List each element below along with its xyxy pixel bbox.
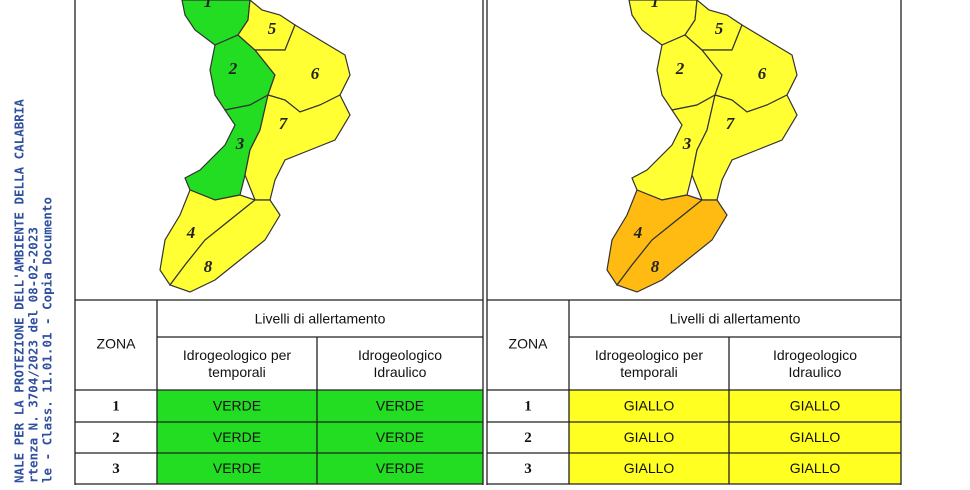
alert-level: VERDE — [213, 429, 261, 445]
zone-number: 1 — [524, 398, 532, 414]
alert-level: VERDE — [376, 460, 424, 476]
group-header: Livelli di allertamento — [255, 311, 386, 327]
alert-level: GIALLO — [790, 398, 841, 414]
column-header-box: Idrogeologico Idraulico — [772, 347, 858, 380]
sidebar-line: NALE PER LA PROTEZIONE DELL'AMBIENTE DEL… — [12, 99, 27, 483]
zone-label: 2 — [228, 59, 238, 78]
alert-level: VERDE — [213, 398, 261, 414]
zone-label: 3 — [682, 134, 692, 153]
column-header: Idrogeologico per temporali — [182, 347, 292, 380]
cell-fill — [157, 390, 483, 422]
zone-number: 3 — [524, 461, 532, 477]
column-header-box: Idrogeologico Idraulico — [357, 347, 443, 380]
panel: 1 2 3 4 5 6 7 8 ZONA Livelli di allertamento Idrog… — [486, 0, 902, 485]
zona-header: ZONA — [97, 336, 137, 352]
zone-label: 6 — [758, 64, 767, 83]
alert-level: VERDE — [213, 460, 261, 476]
column-header: Idrogeologico Idraulico — [772, 347, 858, 380]
zone-label: 8 — [204, 257, 213, 276]
zone-number: 2 — [524, 430, 532, 446]
zone-label: 4 — [633, 223, 643, 242]
zone-label: 8 — [651, 257, 660, 276]
alert-level: GIALLO — [790, 429, 841, 445]
zone-label: 7 — [279, 114, 289, 133]
zone-label: 5 — [715, 19, 724, 38]
cell-fill — [157, 453, 483, 484]
zone-number: 3 — [112, 461, 120, 477]
zone-label: 6 — [311, 64, 320, 83]
column-header: Idrogeologico per temporali — [594, 347, 704, 380]
zone-label: 5 — [268, 19, 277, 38]
alert-level: VERDE — [376, 398, 424, 414]
zone-label: 3 — [235, 134, 245, 153]
alert-level: GIALLO — [624, 460, 675, 476]
group-header: Livelli di allertamento — [670, 311, 801, 327]
zone — [244, 94, 351, 201]
cell-fill — [569, 422, 901, 453]
column-header: Idrogeologico Idraulico — [357, 347, 443, 380]
alert-level: GIALLO — [624, 398, 675, 414]
sidebar-line: le - Class. 11.01.01 - Copia Documento — [40, 197, 55, 483]
zone-label: 1 — [651, 0, 660, 11]
cell-fill — [569, 453, 901, 484]
zone-label: 2 — [675, 59, 685, 78]
zone-number: 1 — [112, 398, 120, 414]
column-header-box: Idrogeologico per temporali — [594, 347, 704, 380]
zone-number: 2 — [112, 430, 120, 446]
zone — [169, 199, 281, 293]
sidebar-line: rtenza N. 3704/2023 del 08-02-2023 — [26, 227, 41, 483]
zone — [616, 199, 728, 293]
zone — [691, 94, 798, 201]
zone-label: 7 — [726, 114, 736, 133]
zona-header: ZONA — [509, 336, 549, 352]
map: 1 2 3 4 5 6 7 8 — [606, 0, 798, 293]
zone-label: 4 — [186, 223, 196, 242]
zone-label: 1 — [204, 0, 213, 11]
map: 1 2 3 4 5 6 7 8 — [159, 0, 351, 293]
panel: 1 2 3 4 5 6 7 8 ZONA Livelli di allertamento Idrog… — [74, 0, 484, 485]
sidebar: NALE PER LA PROTEZIONE DELL'AMBIENTE DEL… — [12, 99, 55, 483]
alert-level: GIALLO — [624, 429, 675, 445]
alert-level: GIALLO — [790, 460, 841, 476]
column-header-box: Idrogeologico per temporali — [182, 347, 292, 380]
cell-fill — [157, 422, 483, 453]
alert-level: VERDE — [376, 429, 424, 445]
cell-fill — [569, 390, 901, 422]
